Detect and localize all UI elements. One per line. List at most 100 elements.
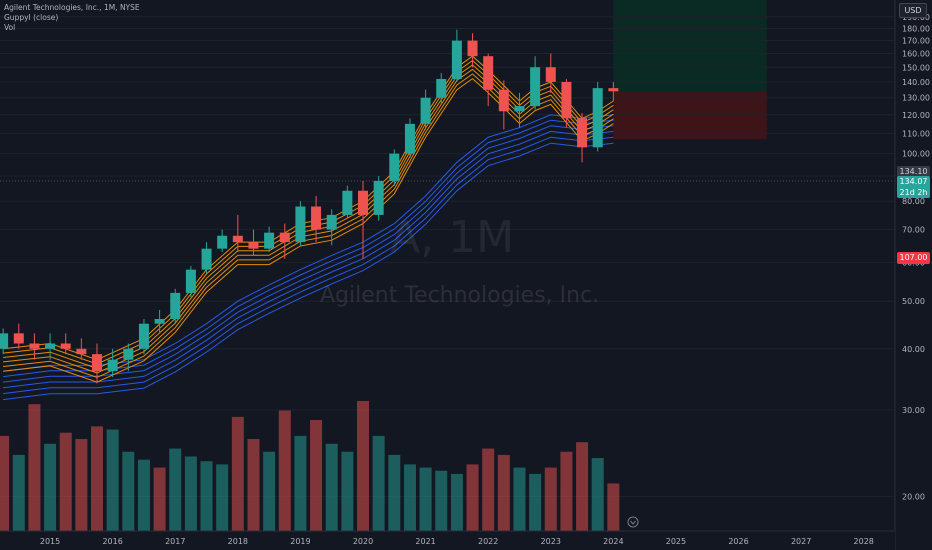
slow-ema-line <box>3 142 614 401</box>
candle-body <box>451 40 462 79</box>
candle-body <box>295 206 306 243</box>
volume-bar <box>91 426 104 531</box>
stop-price-tag: 107.00 <box>897 252 930 264</box>
bar-countdown: 21d 2h <box>899 188 928 197</box>
volume-bar <box>419 467 432 531</box>
candle <box>530 56 541 110</box>
volume-bar <box>357 401 370 531</box>
slow-ema-line <box>3 130 614 389</box>
candle <box>232 214 243 253</box>
volume-legend[interactable]: Vol <box>4 23 16 32</box>
candles <box>0 29 619 384</box>
candle-body <box>592 88 603 148</box>
candle <box>545 53 556 93</box>
y-tick-label: 20.00 <box>902 492 925 501</box>
x-tick-label: 2016 <box>102 537 122 546</box>
x-tick-label: 2024 <box>603 537 623 546</box>
candle-body <box>138 323 149 349</box>
candle <box>592 81 603 152</box>
candle-body <box>467 40 478 57</box>
x-tick-label: 2026 <box>728 537 748 546</box>
grid <box>0 16 895 497</box>
volume-bar <box>247 439 260 531</box>
target-zone <box>613 0 767 92</box>
x-tick-label: 2023 <box>541 537 561 546</box>
candle-body <box>483 56 494 90</box>
x-tick-label: 2021 <box>415 537 435 546</box>
candle <box>467 33 478 68</box>
x-tick-label: 2027 <box>791 537 811 546</box>
volume-bar <box>122 451 135 531</box>
candle-body <box>342 190 353 215</box>
fast-ema-line <box>3 59 614 365</box>
candle <box>170 288 181 324</box>
volume-bar <box>75 439 88 531</box>
y-tick-label: 130.00 <box>902 94 930 103</box>
candle-body <box>154 319 165 324</box>
x-axis-ticks: 2015 2016 2017 2018 2019 2020 2021 2022 2023 2024… <box>40 537 874 546</box>
volume-bars <box>0 401 620 531</box>
candle <box>0 328 9 355</box>
candle-body <box>608 88 619 92</box>
y-tick-label: 140.00 <box>902 78 930 87</box>
volume-bar <box>607 483 620 531</box>
candle-body <box>311 206 322 230</box>
volume-bar <box>466 464 479 531</box>
candle <box>608 81 619 102</box>
candle-body <box>373 180 384 215</box>
time-scale[interactable] <box>0 531 895 550</box>
candle <box>248 229 259 256</box>
candle <box>561 78 572 128</box>
volume-bar <box>482 448 495 531</box>
candle <box>138 319 149 355</box>
volume-bar <box>576 442 589 531</box>
y-tick-label: 100.00 <box>902 150 930 159</box>
candle-body <box>185 269 196 293</box>
volume-bar <box>341 451 354 531</box>
candle <box>483 53 494 107</box>
volume-bar <box>529 473 542 531</box>
candle-body <box>498 89 509 112</box>
symbol-legend[interactable]: Agilent Technologies, Inc., 1M, NYSE <box>4 3 140 12</box>
currency-button[interactable]: USD <box>899 3 927 18</box>
y-tick-label: 180.00 <box>902 24 930 33</box>
volume-bar <box>513 467 526 531</box>
volume-bar <box>372 435 385 531</box>
candle <box>436 73 447 105</box>
last-price-tag: 134.10 <box>897 166 930 177</box>
candle-body <box>561 81 572 119</box>
candle <box>451 29 462 82</box>
candle <box>514 92 525 128</box>
candle-body <box>264 232 275 249</box>
candle-body <box>404 123 415 154</box>
volume-bar <box>137 459 150 531</box>
candle <box>107 348 118 378</box>
candle <box>13 323 24 349</box>
x-tick-label: 2019 <box>290 537 310 546</box>
volume-bar <box>403 464 416 531</box>
candle <box>185 265 196 298</box>
candle-body <box>45 343 56 349</box>
slow-ema-line <box>3 125 614 383</box>
candle <box>420 89 431 130</box>
indicator-legend[interactable]: GuppyI (close) <box>4 13 59 22</box>
close-price-tag: 134.07 21d 2h <box>897 176 930 198</box>
candle-body <box>217 235 228 249</box>
volume-bar <box>544 467 557 531</box>
x-tick-label: 2015 <box>40 537 60 546</box>
watermark-ticker: A, 1M <box>390 212 515 263</box>
candle-body <box>107 359 118 372</box>
candle <box>342 185 353 218</box>
volume-bar <box>153 467 166 531</box>
candle-body <box>232 235 243 243</box>
guppy-fast-ribbon <box>3 55 614 383</box>
goto-realtime-icon[interactable] <box>627 516 639 528</box>
candle-body <box>29 343 40 349</box>
volume-bar <box>278 410 291 531</box>
price-scale[interactable] <box>895 0 932 550</box>
candle <box>295 201 306 246</box>
candle-body <box>389 153 400 181</box>
candle-body <box>92 354 103 372</box>
candle-body <box>436 78 447 98</box>
